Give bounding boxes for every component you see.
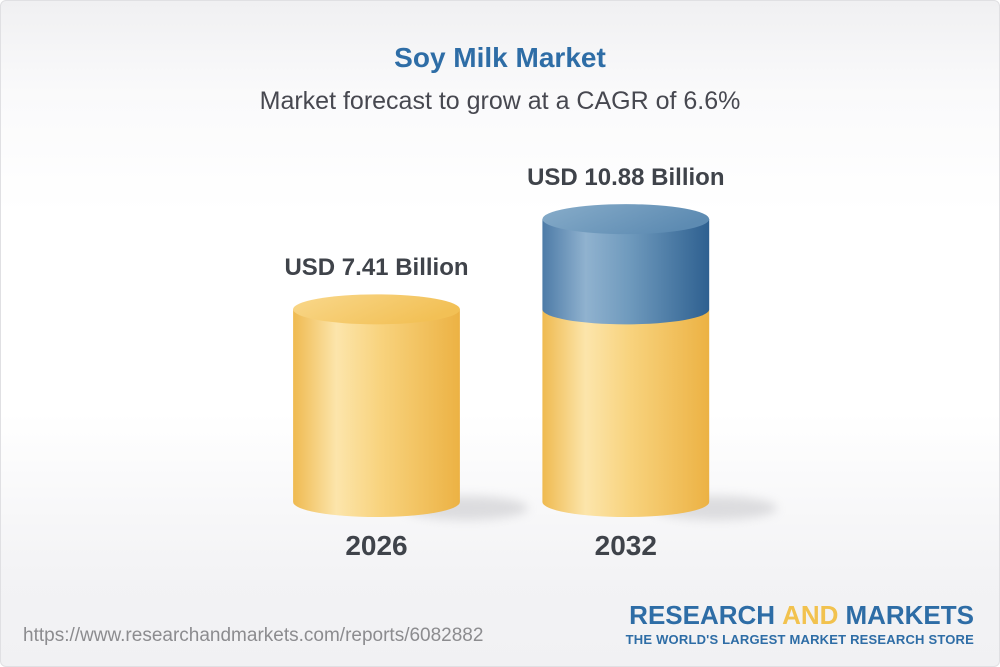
brand-logo-wordmark: RESEARCH AND MARKETS: [626, 601, 974, 629]
cylinder-2032-top: [542, 204, 710, 235]
page-title: Soy Milk Market: [394, 42, 606, 73]
category-label-2032: 2032: [594, 530, 657, 561]
cylinder-2032-base-segment: [542, 309, 710, 517]
cylinder-2026-top: [293, 294, 460, 325]
logo-word-and: AND: [782, 600, 839, 630]
cylinder-2032-growth-segment: [542, 219, 710, 325]
cylinder-2026-body: [293, 309, 460, 517]
value-label-2026: USD 7.41 Billion: [284, 254, 469, 282]
value-label-2032: USD 10.88 Billion: [527, 164, 725, 192]
chart-subtitle: Market forecast to grow at a CAGR of 6.6…: [259, 87, 741, 115]
logo-word-research: RESEARCH: [629, 600, 776, 630]
brand-logo: RESEARCH AND MARKETS THE WORLD'S LARGEST M…: [626, 601, 974, 647]
category-label-2026: 2026: [345, 530, 408, 561]
brand-logo-tagline: THE WORLD'S LARGEST MARKET RESEARCH STOR…: [625, 632, 974, 647]
logo-word-markets: MARKETS: [845, 600, 974, 630]
source-url: https://www.researchandmarkets.com/repor…: [23, 625, 484, 646]
